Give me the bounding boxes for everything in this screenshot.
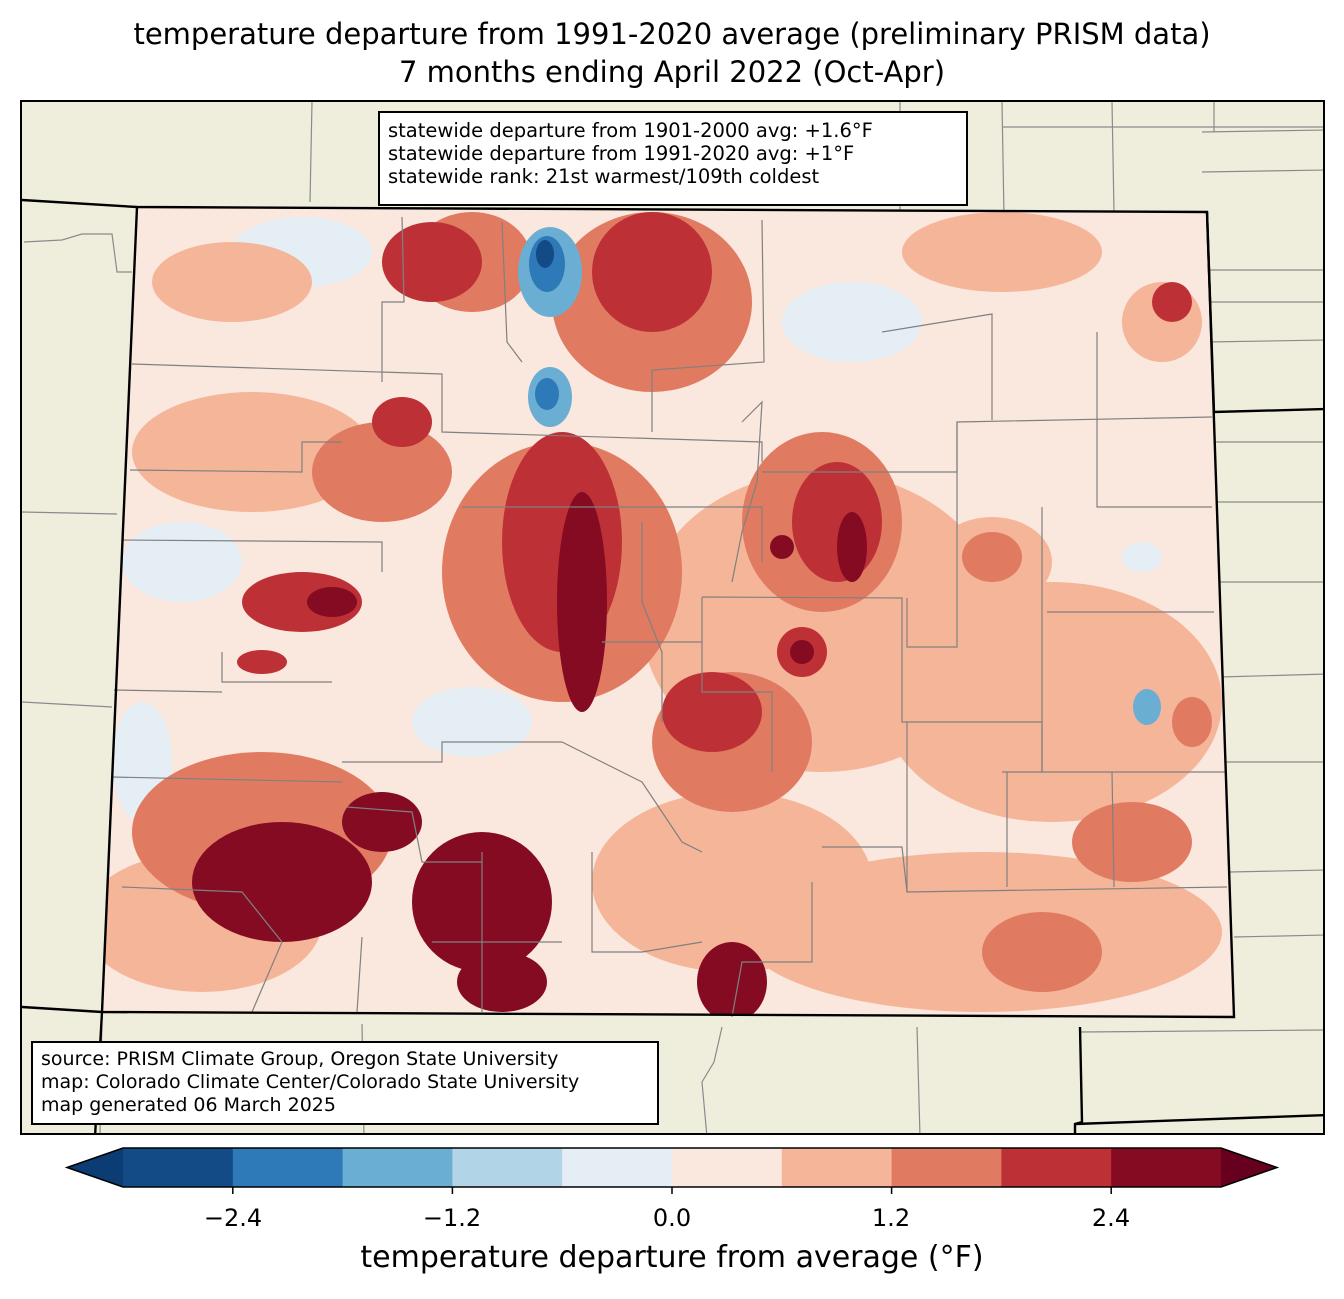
stats-line-3: statewide rank: 21st warmest/109th colde… [388, 165, 820, 188]
source-line-2: map: Colorado Climate Center/Colorado St… [41, 1071, 580, 1093]
colorbar-segment [1111, 1148, 1222, 1187]
stats-line-1: statewide departure from 1901-2000 avg: … [388, 119, 873, 142]
colorbar-segment [123, 1148, 234, 1187]
source-line-3: map generated 06 March 2025 [41, 1094, 336, 1116]
colorbar-outline [64, 1147, 1280, 1188]
colorbar-segment [891, 1148, 1002, 1187]
colorbar-label: temperature departure from average (°F) [360, 1240, 984, 1275]
colorbar [64, 1147, 1280, 1194]
colorbar-segment [781, 1148, 893, 1187]
colorbar-extend-low [67, 1148, 123, 1187]
colorbar-extend-high [1221, 1148, 1277, 1187]
stats-line-2: statewide departure from 1991-2020 avg: … [388, 142, 855, 165]
statewide-stats-box: statewide departure from 1901-2000 avg: … [378, 111, 968, 206]
colorbar-tick-label: −1.2 [422, 1204, 482, 1232]
source-line-1: source: PRISM Climate Group, Oregon Stat… [41, 1048, 559, 1070]
state-borders [22, 198, 1323, 1133]
colorbar-segments [64, 1147, 1280, 1188]
colorbar-segment [342, 1148, 453, 1187]
colorbar-segment [1001, 1148, 1112, 1187]
source-box: source: PRISM Climate Group, Oregon Stat… [31, 1041, 659, 1125]
county-lines [111, 216, 1228, 1018]
colorbar-segment [562, 1148, 673, 1187]
colorbar-tick-label: 0.0 [652, 1204, 692, 1232]
colorbar-segment [452, 1148, 563, 1187]
colorbar-tick-label: −2.4 [203, 1204, 263, 1232]
map-panel [20, 100, 1325, 1135]
map-title: temperature departure from 1991-2020 ave… [133, 17, 1211, 51]
colorbar-tick-label: 2.4 [1091, 1204, 1131, 1232]
colorado-map [22, 102, 1323, 1133]
map-subtitle: 7 months ending April 2022 (Oct-Apr) [398, 55, 946, 89]
colorbar-segment [672, 1148, 783, 1187]
colorbar-segment [232, 1148, 344, 1187]
colorbar-tick-label: 1.2 [871, 1204, 911, 1232]
